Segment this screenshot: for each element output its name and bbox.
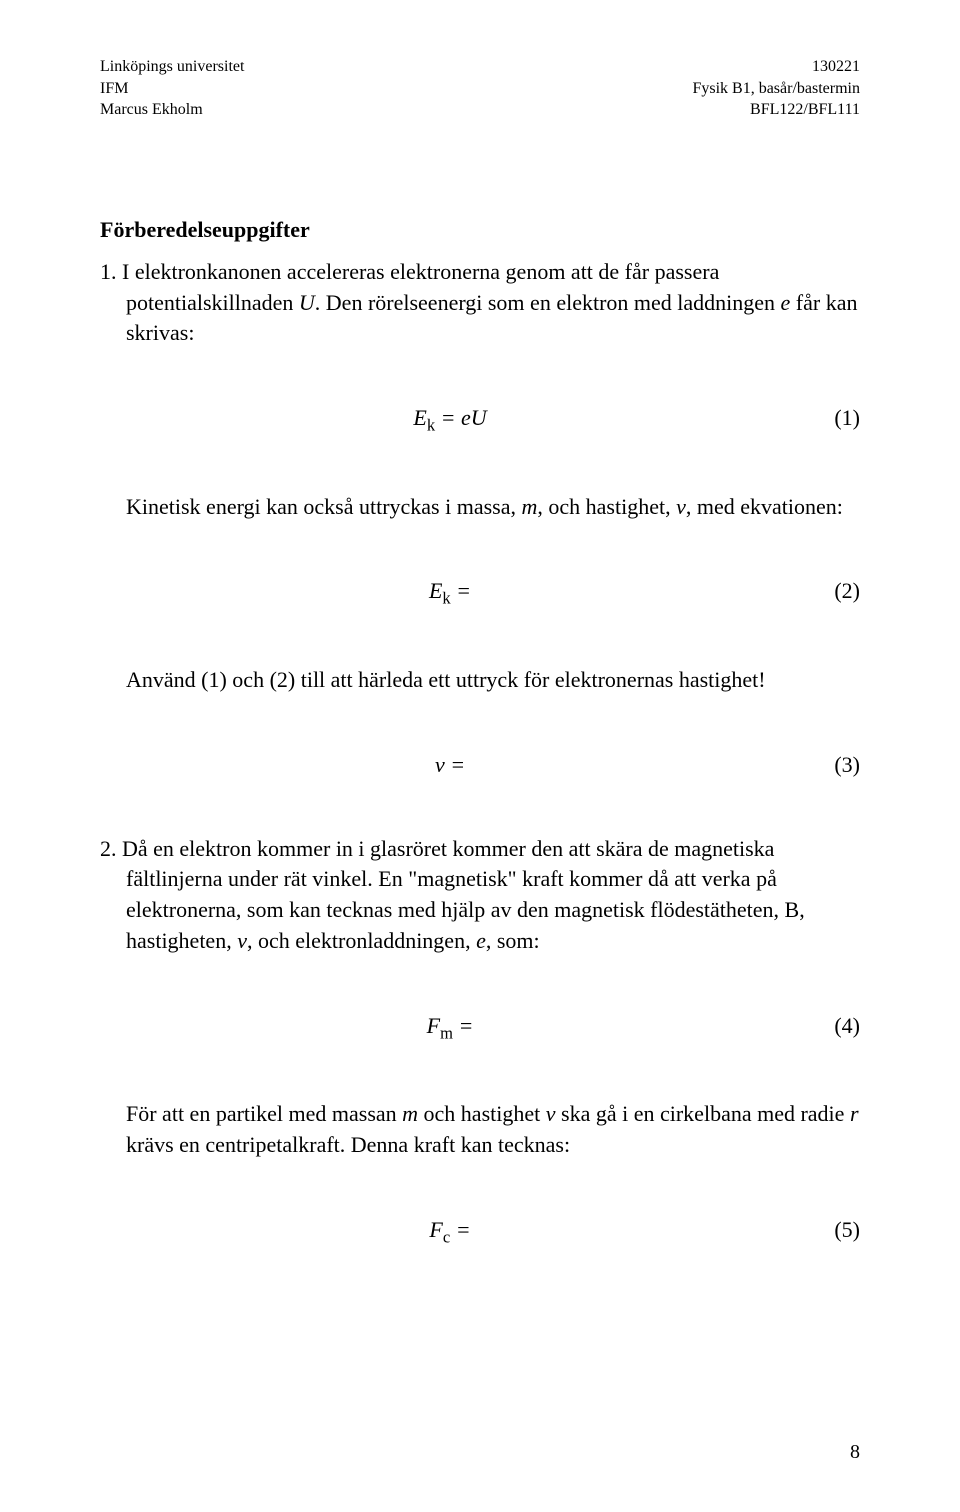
p5-text-b: och hastighet: [418, 1101, 546, 1126]
eq2-lhs-sub: k: [442, 589, 450, 608]
eq2-expr: Ek =: [100, 578, 800, 608]
page-header: Linköpings universitet IFM Marcus Ekholm…: [100, 56, 860, 121]
eq2-num: (2): [800, 578, 860, 604]
header-right-line3: BFL122/BFL111: [692, 99, 860, 121]
paragraph-5: För att en partikel med massan m och has…: [100, 1099, 860, 1161]
equation-4: Fm = (4): [100, 1013, 860, 1043]
equation-1: Ek = eU (1): [100, 405, 860, 435]
eq4-num: (4): [800, 1013, 860, 1039]
p5-text-d: krävs en centripetalkraft. Denna kraft k…: [126, 1132, 570, 1157]
eq3-num: (3): [800, 752, 860, 778]
eq1-lhs-var: E: [413, 405, 426, 430]
eq5-rhs: =: [450, 1217, 470, 1242]
p2-text-b: , och hastighet,: [537, 494, 676, 519]
p2-var-m: m: [522, 494, 538, 519]
p5-text-a: För att en partikel med massan: [126, 1101, 402, 1126]
p5-text-c: ska gå i en cirkelbana med radie: [556, 1101, 850, 1126]
p5-var-r: r: [850, 1101, 859, 1126]
paragraph-2: Kinetisk energi kan också uttryckas i ma…: [100, 492, 860, 523]
header-left-line1: Linköpings universitet: [100, 56, 244, 78]
p2-text-a: Kinetisk energi kan också uttryckas i ma…: [126, 494, 522, 519]
eq4-lhs-var: F: [427, 1013, 440, 1038]
p2-var-v: v: [676, 494, 686, 519]
p4-text-c: , som:: [486, 928, 540, 953]
p1-var-u: U: [299, 290, 315, 315]
eq5-expr: Fc =: [100, 1217, 800, 1247]
p4-text-b: , och elektronladdningen,: [247, 928, 476, 953]
paragraph-3: Använd (1) och (2) till att härleda ett …: [100, 665, 860, 696]
eq3-rhs: =: [445, 752, 465, 777]
eq5-lhs-var: F: [429, 1217, 442, 1242]
eq1-rhs: = eU: [435, 405, 487, 430]
eq3-expr: v =: [100, 752, 800, 778]
p1-text-b: . Den rörelseenergi som en elektron med …: [315, 290, 781, 315]
section-title: Förberedelseuppgifter: [100, 217, 860, 243]
p1-var-e: e: [781, 290, 791, 315]
header-left: Linköpings universitet IFM Marcus Ekholm: [100, 56, 244, 121]
eq4-expr: Fm =: [100, 1013, 800, 1043]
eq4-lhs-sub: m: [440, 1023, 453, 1042]
header-left-line3: Marcus Ekholm: [100, 99, 244, 121]
header-left-line2: IFM: [100, 78, 244, 100]
p2-text-c: , med ekvationen:: [686, 494, 843, 519]
equation-3: v = (3): [100, 752, 860, 778]
eq4-rhs: =: [453, 1013, 473, 1038]
header-right: 130221 Fysik B1, basår/bastermin BFL122/…: [692, 56, 860, 121]
p4-var-e: e: [476, 928, 486, 953]
eq1-lhs-sub: k: [427, 416, 435, 435]
eq1-expr: Ek = eU: [100, 405, 800, 435]
page-number: 8: [850, 1441, 860, 1464]
p5-var-m: m: [402, 1101, 418, 1126]
page: Linköpings universitet IFM Marcus Ekholm…: [0, 0, 960, 1512]
header-right-line1: 130221: [692, 56, 860, 78]
equation-5: Fc = (5): [100, 1217, 860, 1247]
p5-var-v: v: [546, 1101, 556, 1126]
header-right-line2: Fysik B1, basår/bastermin: [692, 78, 860, 100]
p4-var-v: v: [237, 928, 247, 953]
eq1-num: (1): [800, 405, 860, 431]
paragraph-4: 2. Då en elektron kommer in i glasröret …: [100, 834, 860, 957]
equation-2: Ek = (2): [100, 578, 860, 608]
eq2-rhs: =: [451, 578, 471, 603]
eq5-num: (5): [800, 1217, 860, 1243]
eq2-lhs-var: E: [429, 578, 442, 603]
eq3-lhs-var: v: [435, 752, 445, 777]
paragraph-1: 1. I elektronkanonen accelereras elektro…: [100, 257, 860, 349]
